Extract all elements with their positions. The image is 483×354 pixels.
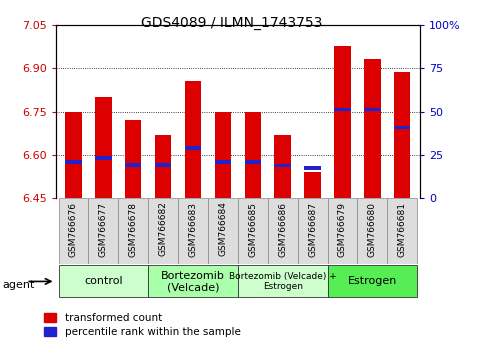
Text: GSM766676: GSM766676 <box>69 201 78 257</box>
FancyBboxPatch shape <box>238 265 327 297</box>
Bar <box>185 81 201 198</box>
Text: Bortezomib (Velcade) +
Estrogen: Bortezomib (Velcade) + Estrogen <box>229 272 337 291</box>
Text: GSM766679: GSM766679 <box>338 201 347 257</box>
FancyBboxPatch shape <box>327 198 357 264</box>
FancyBboxPatch shape <box>148 265 238 297</box>
FancyBboxPatch shape <box>327 265 417 297</box>
FancyBboxPatch shape <box>208 198 238 264</box>
Bar <box>185 146 201 149</box>
FancyBboxPatch shape <box>58 265 148 297</box>
Bar <box>65 160 82 164</box>
Text: Estrogen: Estrogen <box>348 276 397 286</box>
Text: GSM766687: GSM766687 <box>308 201 317 257</box>
FancyBboxPatch shape <box>148 198 178 264</box>
Legend: transformed count, percentile rank within the sample: transformed count, percentile rank withi… <box>44 313 241 337</box>
Text: Bortezomib
(Velcade): Bortezomib (Velcade) <box>161 270 225 292</box>
Bar <box>155 163 171 167</box>
Text: GSM766680: GSM766680 <box>368 201 377 257</box>
FancyBboxPatch shape <box>118 198 148 264</box>
Bar <box>394 126 411 129</box>
Bar <box>125 163 142 167</box>
Bar <box>274 164 291 167</box>
FancyBboxPatch shape <box>387 198 417 264</box>
Bar <box>215 160 231 164</box>
Text: GSM766686: GSM766686 <box>278 201 287 257</box>
Bar <box>244 112 261 198</box>
Bar <box>95 156 112 160</box>
Bar <box>125 120 142 198</box>
FancyBboxPatch shape <box>357 198 387 264</box>
FancyBboxPatch shape <box>178 198 208 264</box>
Bar <box>155 135 171 198</box>
Bar <box>364 59 381 198</box>
Text: GSM766684: GSM766684 <box>218 201 227 256</box>
FancyBboxPatch shape <box>268 198 298 264</box>
Bar <box>394 73 411 198</box>
Text: GSM766677: GSM766677 <box>99 201 108 257</box>
Bar <box>65 112 82 198</box>
Text: GSM766683: GSM766683 <box>188 201 198 257</box>
Text: GSM766678: GSM766678 <box>129 201 138 257</box>
FancyBboxPatch shape <box>238 198 268 264</box>
Text: control: control <box>84 276 123 286</box>
Text: GSM766682: GSM766682 <box>158 201 168 256</box>
Bar <box>95 97 112 198</box>
Bar <box>215 112 231 198</box>
Bar <box>334 46 351 198</box>
FancyBboxPatch shape <box>298 198 327 264</box>
Text: GDS4089 / ILMN_1743753: GDS4089 / ILMN_1743753 <box>141 16 323 30</box>
Bar <box>244 160 261 164</box>
FancyBboxPatch shape <box>88 198 118 264</box>
Bar <box>274 135 291 198</box>
Bar <box>304 172 321 198</box>
Text: GSM766685: GSM766685 <box>248 201 257 257</box>
Bar <box>364 108 381 112</box>
Text: GSM766681: GSM766681 <box>398 201 407 257</box>
Bar <box>334 108 351 112</box>
FancyBboxPatch shape <box>58 198 88 264</box>
Bar <box>304 166 321 170</box>
Text: agent: agent <box>2 280 35 290</box>
